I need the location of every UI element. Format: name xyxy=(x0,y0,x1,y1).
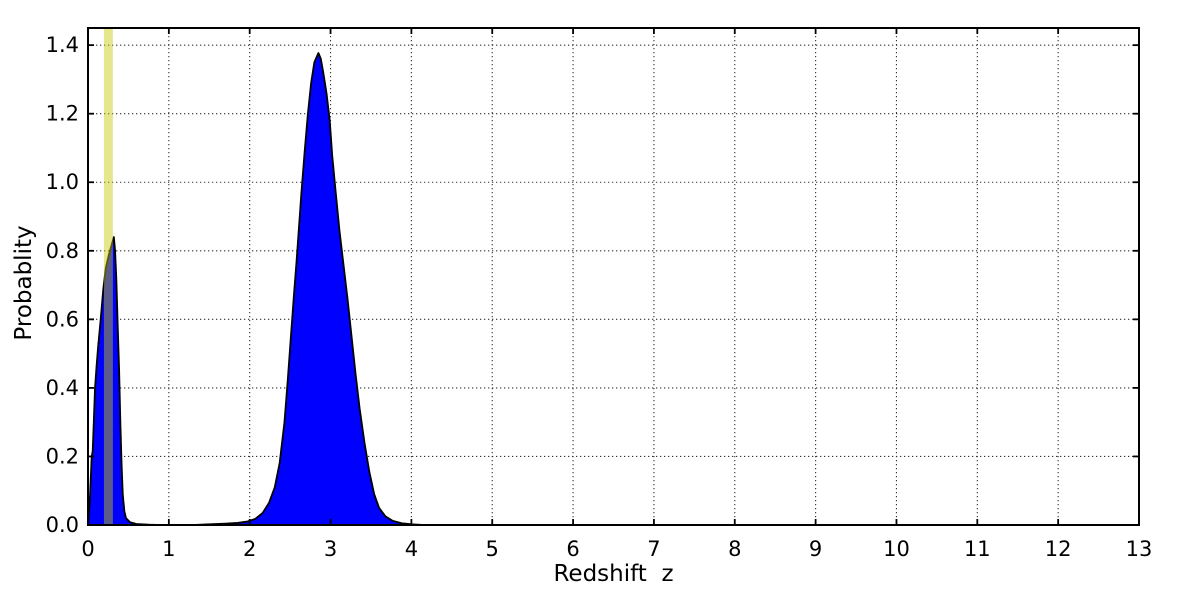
plot-border xyxy=(87,27,1140,526)
tick-marks xyxy=(87,28,1140,526)
x-axis-label: Redshift z xyxy=(553,561,673,587)
y-tick-label: 0.6 xyxy=(46,307,79,331)
x-tick-label: 4 xyxy=(405,537,418,561)
specz-marker-band xyxy=(103,28,113,525)
x-tick-label: 13 xyxy=(1126,537,1153,561)
x-tick-label: 9 xyxy=(809,537,822,561)
y-tick-label: 0.0 xyxy=(46,513,79,537)
pdf-curve xyxy=(87,52,1140,526)
y-tick-label: 0.2 xyxy=(46,444,79,468)
y-tick-label: 1.4 xyxy=(46,33,79,57)
x-tick-label: 7 xyxy=(647,537,660,561)
x-tick-label: 6 xyxy=(566,537,579,561)
x-tick-label: 3 xyxy=(324,537,337,561)
gridlines xyxy=(88,28,1139,525)
y-tick-label: 1.0 xyxy=(46,170,79,194)
y-tick-label: 0.8 xyxy=(46,239,79,263)
x-tick-label: 2 xyxy=(243,537,256,561)
x-tick-label: 1 xyxy=(162,537,175,561)
x-tick-label: 8 xyxy=(728,537,741,561)
y-tick-label: 0.4 xyxy=(46,376,79,400)
x-tick-label: 10 xyxy=(883,537,910,561)
x-tick-label: 11 xyxy=(964,537,991,561)
y-tick-label: 1.2 xyxy=(46,102,79,126)
x-tick-label: 12 xyxy=(1045,537,1072,561)
x-tick-label: 0 xyxy=(81,537,94,561)
y-axis-label: Probablity xyxy=(11,225,37,340)
x-tick-label: 5 xyxy=(486,537,499,561)
